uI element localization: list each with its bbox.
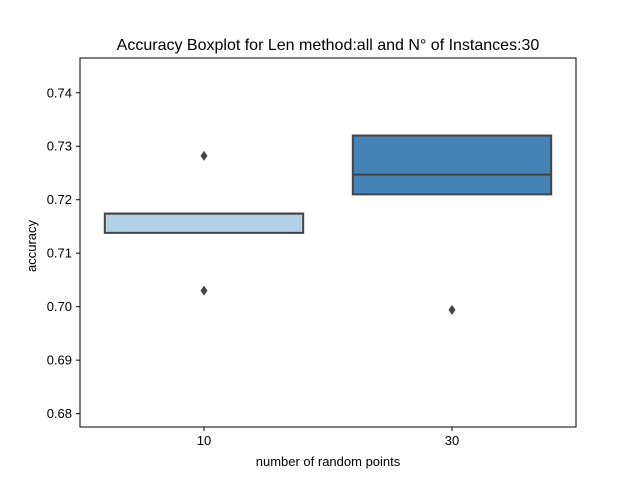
chart-title: Accuracy Boxplot for Len method:all and …: [117, 37, 540, 54]
y-tick-label: 0.70: [47, 299, 72, 314]
y-axis-label: accuracy: [24, 219, 39, 272]
axes-frame: [79, 57, 577, 428]
plot-area: 0.68 0.69 0.70 0.71 0.72 0.73 0.74 10 30: [47, 57, 577, 448]
box-10: [103, 212, 305, 234]
y-tick-label: 0.72: [47, 192, 72, 207]
box-30: [351, 134, 553, 196]
y-tick-label: 0.69: [47, 353, 72, 368]
x-tick-label: 30: [445, 433, 459, 448]
y-tick-label: 0.73: [47, 139, 72, 154]
y-tick-label: 0.68: [47, 406, 72, 421]
x-tick-label: 10: [197, 433, 211, 448]
y-tick-label: 0.71: [47, 246, 72, 261]
outlier-point-10-0: [200, 150, 208, 161]
outlier-point-30-0: [448, 304, 456, 315]
outlier-point-10-1: [200, 285, 208, 296]
x-axis-label: number of random points: [256, 454, 401, 469]
y-tick-label: 0.74: [47, 85, 72, 100]
